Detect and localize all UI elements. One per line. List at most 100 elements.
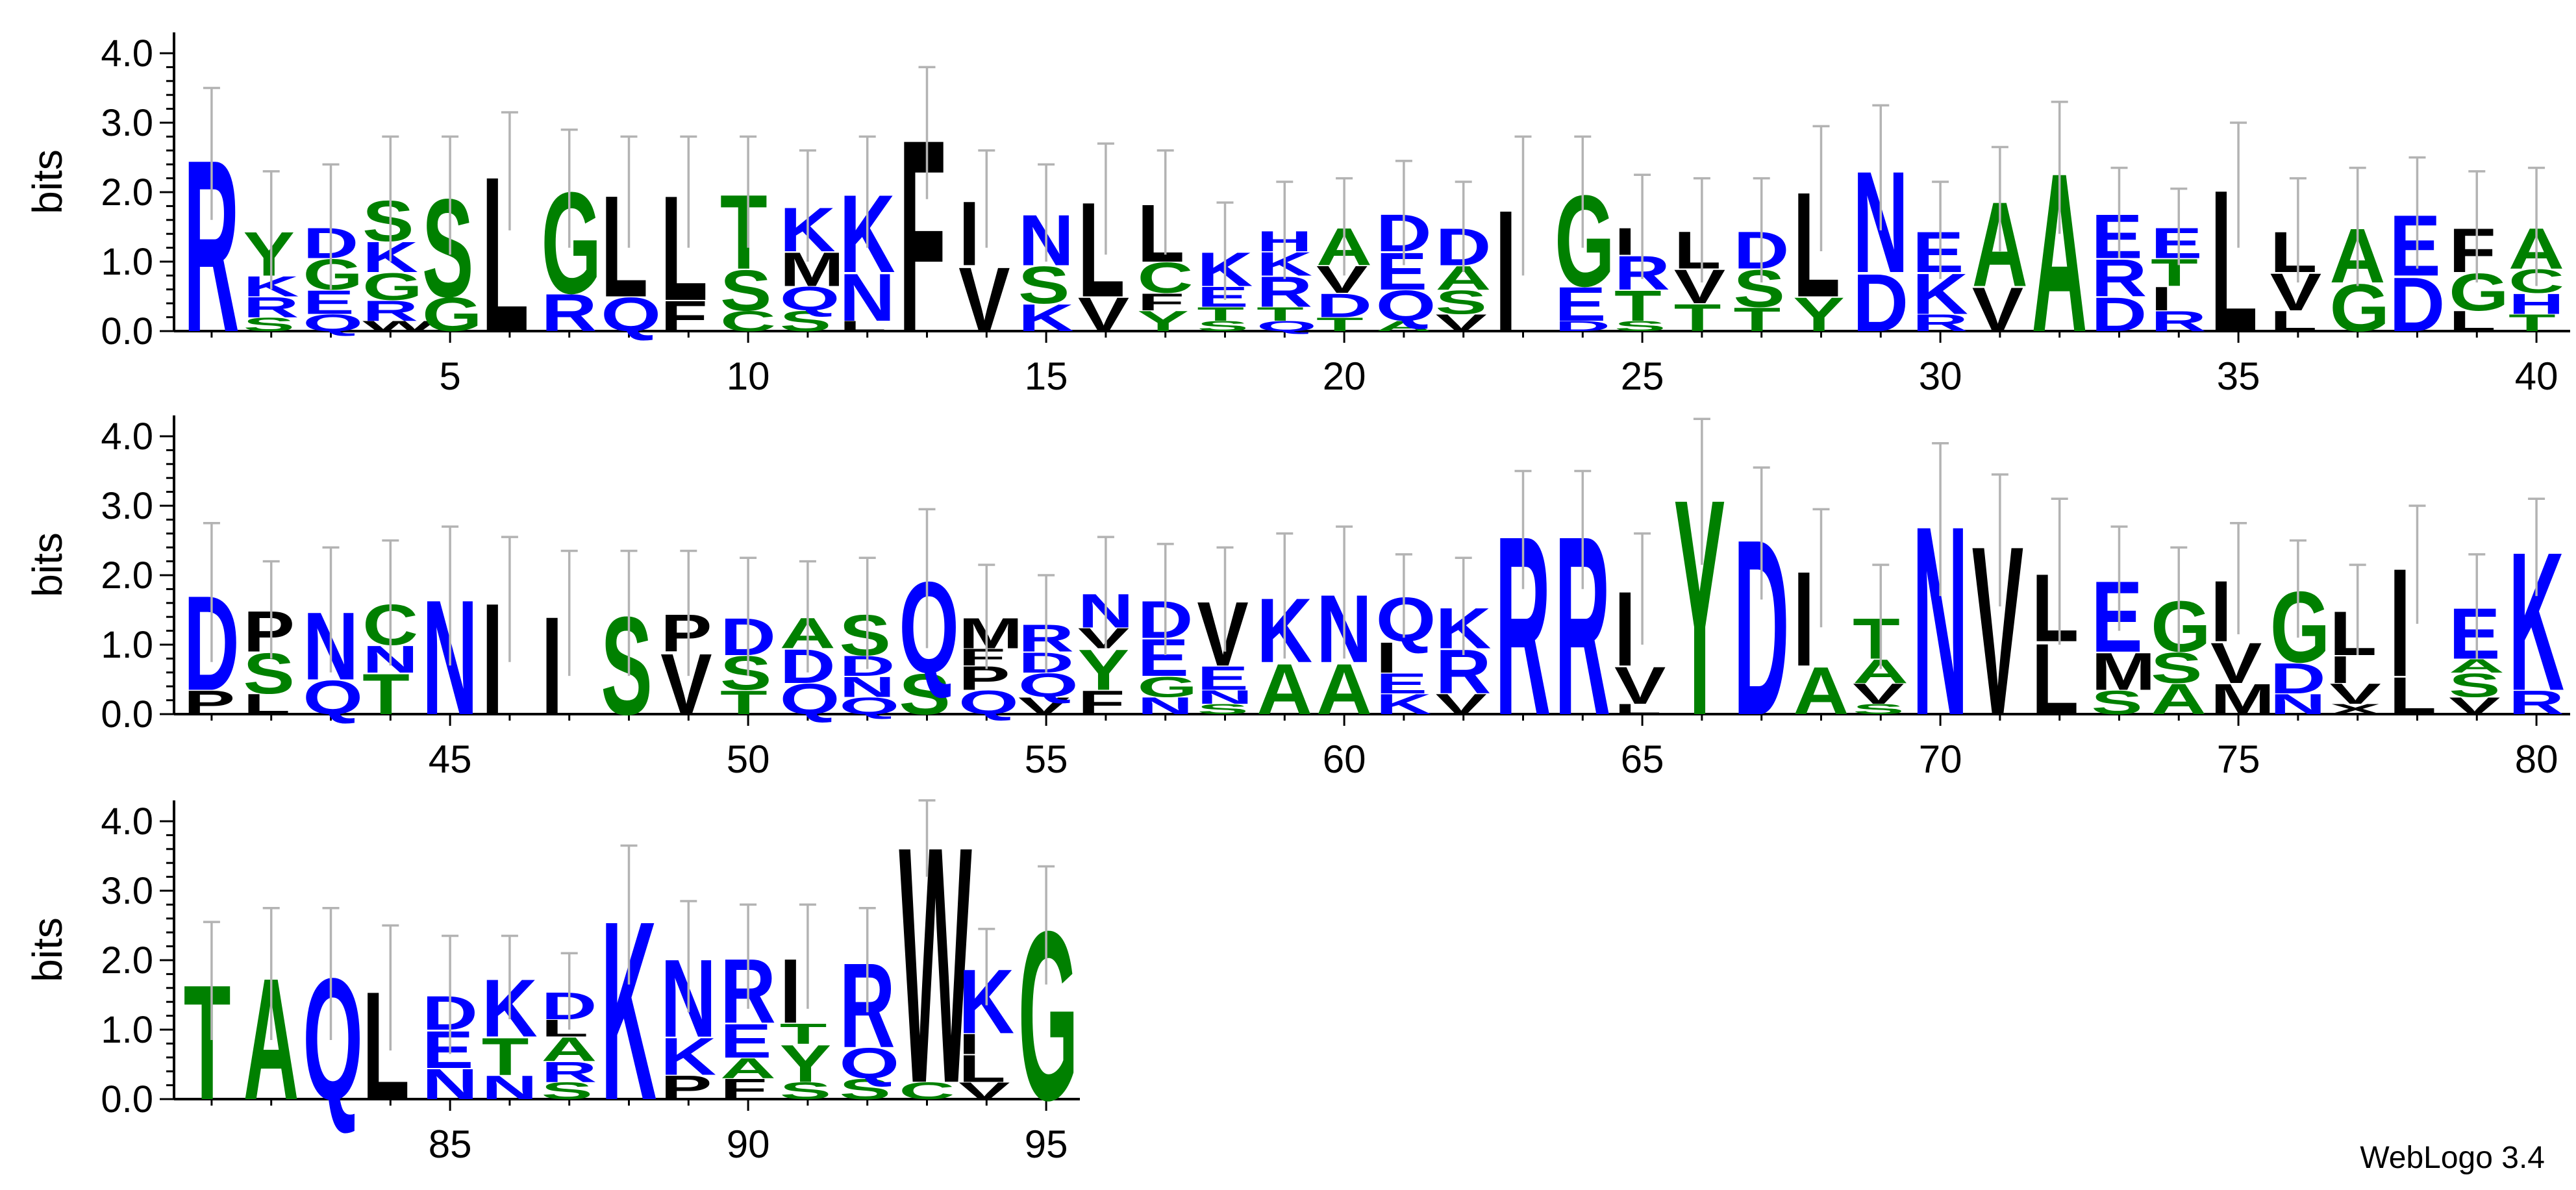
logo-letter: F [958, 643, 1006, 671]
logo-letter: I [958, 182, 980, 285]
logo-letter: M [2210, 675, 2275, 723]
logo-letter: L [601, 165, 648, 327]
logo-letter: G [1138, 671, 1198, 704]
logo-letter: V [958, 1077, 1010, 1104]
logo-letter: S [542, 1077, 593, 1104]
logo-letter: L [840, 318, 887, 334]
logo-letter: I [2330, 648, 2351, 691]
logo-letter: L [2270, 220, 2318, 284]
logo-letter: W [899, 776, 972, 1154]
x-tick-label: 70 [1919, 738, 1962, 781]
logo-letter: D [2270, 654, 2326, 702]
logo-letter: R [2151, 305, 2207, 338]
logo-letter: L [2330, 599, 2377, 669]
logo-letter: V [2330, 678, 2381, 710]
logo-letter: I [958, 1028, 980, 1061]
logo-letter: A [2449, 655, 2505, 676]
x-tick-label: 75 [2217, 738, 2260, 781]
logo-letter: R [2091, 249, 2147, 308]
logo-letter: N [482, 1069, 538, 1107]
logo-letter: T [184, 950, 231, 1134]
logo-letter: I [482, 571, 503, 749]
logo-letter: V [660, 636, 712, 733]
x-tick-label: 5 [439, 354, 460, 398]
logo-letter: R [2508, 684, 2564, 722]
logo-letter: G [362, 265, 423, 308]
logo-letter: S [840, 603, 891, 667]
logo-letter: L [1138, 188, 1185, 280]
logo-letter: R [362, 295, 418, 327]
logo-letter: I [2151, 280, 2172, 317]
logo-letter: I [1614, 220, 1636, 263]
logo-letter: I [1614, 571, 1636, 689]
logo-letter: E [1138, 628, 1189, 687]
x-tick-label: 20 [1323, 354, 1366, 398]
logo-letter: I [780, 940, 801, 1043]
logo-letter: T [720, 173, 768, 291]
logo-letter: V [2270, 262, 2321, 321]
y-tick-label: 1.0 [101, 241, 153, 283]
logo-letter: A [1376, 318, 1432, 334]
logo-letter: S [244, 314, 295, 335]
y-tick-label: 0.0 [101, 693, 153, 736]
logo-letter: N [2270, 688, 2326, 721]
logo-letter: K [1376, 688, 1432, 721]
logo-letter: G [2151, 587, 2211, 667]
logo-letter: S [1853, 701, 1904, 717]
logo-letter: V [1316, 258, 1368, 301]
logo-letter: V [1972, 275, 2023, 345]
logo-letter: Y [1793, 288, 1844, 341]
logo-letter: K [1018, 296, 1074, 339]
x-tick-label: 15 [1025, 354, 1068, 398]
logo-letter: S [1734, 259, 1785, 318]
logo-letter: D [1853, 258, 1908, 349]
x-tick-label: 10 [727, 354, 770, 398]
logo-letter: N [1197, 686, 1253, 708]
logo-letter: Q [899, 555, 959, 700]
y-tick-label: 2.0 [101, 554, 153, 597]
logo-letter: X [2330, 701, 2381, 717]
logo-letter: G [2449, 262, 2509, 321]
logo-letter: P [660, 1069, 712, 1107]
logo-letter: E [2091, 560, 2142, 673]
logo-letter: A [1257, 649, 1312, 730]
logo-letter: Q [958, 684, 1019, 722]
logo-letter: T [1316, 314, 1364, 335]
logo-letter: L [2032, 554, 2079, 662]
logo-letter: E [2449, 594, 2500, 675]
logo-letter: F [2449, 216, 2496, 286]
logo-letter: V [2210, 631, 2262, 695]
logo-letter: L [1078, 175, 1125, 325]
logo-letter: S [422, 169, 473, 326]
logo-letter: Y [780, 1034, 831, 1093]
logo-letter: S [780, 305, 831, 338]
x-tick-label: 65 [1621, 738, 1664, 781]
logo-letter: I [2389, 536, 2410, 709]
logo-letter: R [542, 1056, 597, 1089]
x-tick-label: 35 [2217, 354, 2260, 398]
logo-letter: I [2210, 562, 2232, 660]
logo-letter: S [840, 1073, 891, 1106]
logo-letter: Q [1018, 667, 1079, 704]
logo-letter: A [542, 1031, 597, 1069]
logo-letter: S [244, 641, 295, 706]
logo-letter: T [720, 684, 768, 722]
x-tick-label: 50 [727, 738, 770, 781]
logo-letter: E [2151, 219, 2202, 267]
logo-letter: F [1078, 684, 1125, 722]
logo-letter: S [2091, 684, 2142, 722]
y-tick-label: 1.0 [101, 624, 153, 666]
logo-letter: V [2449, 692, 2501, 719]
logo-letter: M [2091, 642, 2155, 701]
logo-letter: Y [1078, 638, 1129, 702]
x-tick-label: 30 [1919, 354, 1962, 398]
y-tick-label: 3.0 [101, 102, 153, 144]
logo-letter: S [720, 258, 771, 323]
logo-letter: N [840, 671, 895, 704]
y-tick-label: 3.0 [101, 870, 153, 912]
y-axis-title: bits [24, 917, 71, 982]
logo-letter: C [899, 1077, 955, 1104]
y-tick-label: 2.0 [101, 939, 153, 982]
logo-letter: E [422, 1020, 473, 1079]
logo-letter: V [1197, 583, 1248, 686]
